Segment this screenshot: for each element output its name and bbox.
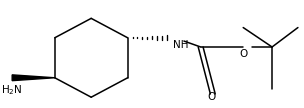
Text: H$_2$N: H$_2$N bbox=[1, 83, 22, 97]
Text: NH: NH bbox=[173, 40, 189, 50]
Text: O: O bbox=[207, 92, 216, 102]
Polygon shape bbox=[12, 75, 55, 81]
Text: O: O bbox=[239, 49, 247, 59]
